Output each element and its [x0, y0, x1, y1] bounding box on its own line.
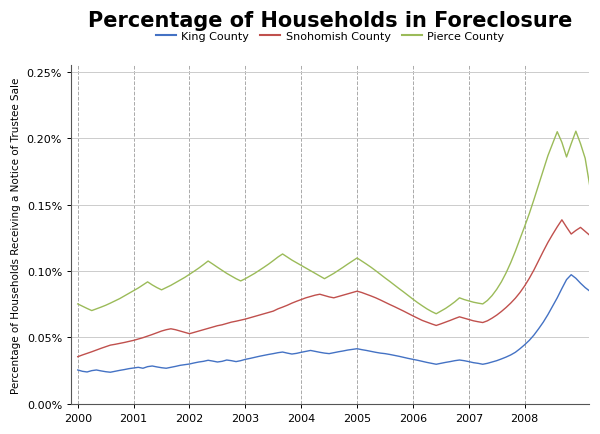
King County [284, 351, 291, 356]
Title: Percentage of Households in Foreclosure: Percentage of Households in Foreclosure [88, 11, 572, 31]
Pierce County [134, 286, 142, 291]
Line: Pierce County: Pierce County [78, 132, 600, 314]
Pierce County [218, 268, 226, 273]
King County [568, 273, 575, 278]
King County [107, 370, 114, 375]
King County [479, 362, 487, 367]
Snohomish County [134, 337, 142, 342]
Legend: King County, Snohomish County, Pierce County: King County, Snohomish County, Pierce Co… [151, 27, 509, 46]
King County [228, 358, 235, 363]
Snohomish County [74, 354, 82, 359]
Snohomish County [223, 321, 230, 326]
Line: King County: King County [78, 275, 600, 372]
Snohomish County [279, 305, 286, 310]
Snohomish County [218, 322, 226, 328]
Snohomish County [475, 319, 482, 325]
Pierce County [479, 302, 487, 307]
Snohomish County [414, 316, 421, 321]
Pierce County [74, 302, 82, 307]
Y-axis label: Percentage of Households Receiving a Notice of Trustee Sale: Percentage of Households Receiving a Not… [11, 77, 21, 393]
King County [74, 368, 82, 373]
Pierce County [279, 252, 286, 257]
Pierce County [414, 300, 421, 306]
Pierce County [572, 129, 580, 135]
King County [419, 359, 426, 364]
Snohomish County [558, 218, 565, 223]
Line: Snohomish County: Snohomish County [78, 220, 600, 357]
Pierce County [433, 312, 440, 317]
King County [139, 366, 146, 371]
Pierce County [223, 271, 230, 276]
King County [223, 358, 230, 363]
